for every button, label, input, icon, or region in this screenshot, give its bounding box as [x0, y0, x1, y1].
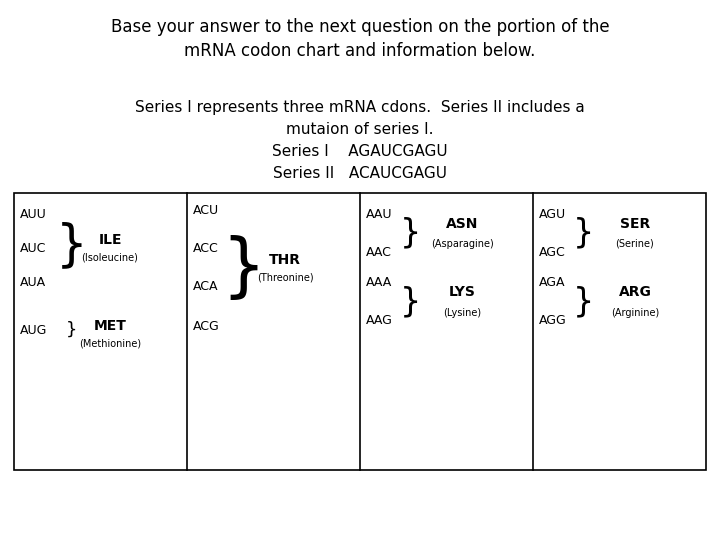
- Text: AAG: AAG: [366, 314, 393, 327]
- Text: AUG: AUG: [20, 323, 48, 336]
- Text: ASN: ASN: [446, 217, 478, 231]
- Text: (Asparagine): (Asparagine): [431, 239, 493, 249]
- Text: Series I represents three mRNA cdons.  Series II includes a: Series I represents three mRNA cdons. Se…: [135, 100, 585, 115]
- Text: AGG: AGG: [539, 314, 567, 327]
- Text: mRNA codon chart and information below.: mRNA codon chart and information below.: [184, 42, 536, 60]
- Text: }: }: [400, 286, 420, 319]
- Text: ILE: ILE: [98, 233, 122, 247]
- Text: }: }: [400, 217, 420, 249]
- Text: AGA: AGA: [539, 276, 565, 289]
- Text: ACA: ACA: [193, 280, 218, 294]
- Text: THR: THR: [269, 253, 301, 267]
- Text: (Threonine): (Threonine): [257, 273, 313, 283]
- Text: }: }: [221, 234, 265, 301]
- Text: (Lysine): (Lysine): [443, 308, 481, 318]
- Text: }: }: [66, 321, 78, 339]
- Text: AUU: AUU: [20, 208, 47, 221]
- Text: AGU: AGU: [539, 208, 566, 221]
- Text: LYS: LYS: [449, 285, 475, 299]
- Text: AAU: AAU: [366, 208, 392, 221]
- Text: ACC: ACC: [193, 241, 219, 254]
- Text: AGC: AGC: [539, 246, 566, 259]
- Text: ACU: ACU: [193, 204, 219, 217]
- Text: AAA: AAA: [366, 276, 392, 289]
- Text: Series II   ACAUCGAGU: Series II ACAUCGAGU: [273, 166, 447, 181]
- Text: AAC: AAC: [366, 246, 392, 259]
- Text: ARG: ARG: [618, 285, 652, 299]
- Text: ACG: ACG: [193, 320, 220, 333]
- Text: (Serine): (Serine): [616, 239, 654, 249]
- Text: AUC: AUC: [20, 241, 46, 254]
- Text: Series I    AGAUCGAGU: Series I AGAUCGAGU: [272, 144, 448, 159]
- Text: mutaion of series I.: mutaion of series I.: [287, 122, 433, 137]
- Text: SER: SER: [620, 217, 650, 231]
- Text: }: }: [572, 217, 593, 249]
- Text: (Arginine): (Arginine): [611, 308, 659, 318]
- Text: }: }: [572, 286, 593, 319]
- Text: (Methionine): (Methionine): [79, 339, 141, 349]
- Text: (Isoleucine): (Isoleucine): [81, 253, 138, 263]
- Text: }: }: [56, 221, 88, 269]
- Text: MET: MET: [94, 319, 127, 333]
- Bar: [14, 193, 706, 470]
- Text: AUA: AUA: [20, 275, 46, 288]
- Text: Base your answer to the next question on the portion of the: Base your answer to the next question on…: [111, 18, 609, 36]
